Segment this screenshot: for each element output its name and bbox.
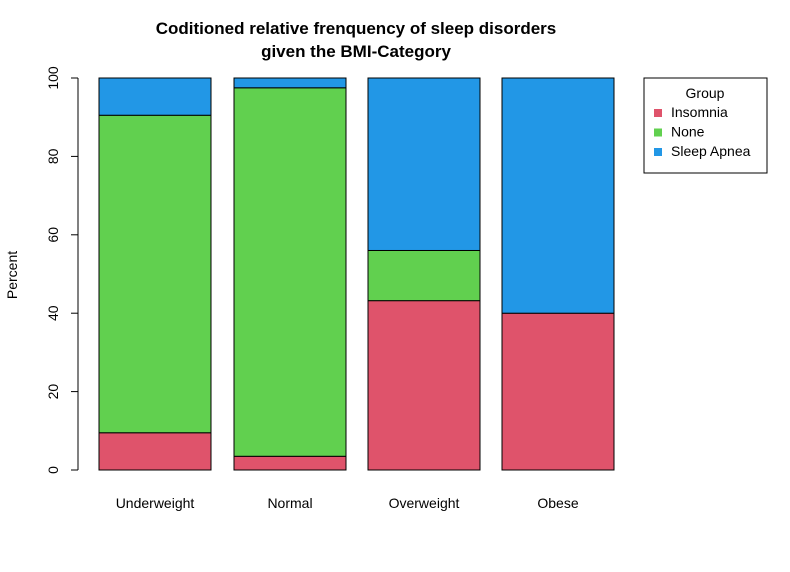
legend: Group Insomnia None Sleep Apnea [643,77,768,174]
bar-underweight-insomnia [98,432,212,471]
bar-obese-sleep-apnea [501,77,615,314]
chart-title-line-2: given the BMI-Category [261,42,451,61]
legend-items: Insomnia None Sleep Apnea [654,104,751,159]
bar-overweight-insomnia [367,300,481,471]
bar-underweight-sleep-apnea [98,77,212,116]
legend-title: Group [686,85,725,101]
bar-normal-sleep-apnea [233,77,347,89]
bar-normal-insomnia [233,455,347,471]
x-category-label: Normal [267,495,312,511]
bar-underweight-none [98,114,212,434]
legend-swatch [654,128,662,137]
y-axis: 0 20 40 60 80 100 [45,66,79,474]
bars-group [98,77,615,471]
legend-box [643,77,768,174]
x-category-label: Overweight [389,495,460,511]
legend-swatch [654,148,662,156]
y-tick-label: 80 [45,148,61,164]
bar-normal-none [233,87,347,457]
legend-entry-label: Sleep Apnea [671,143,751,159]
bar-obese-insomnia [501,312,615,471]
legend-entry-label: None [671,124,705,140]
x-category-label: Obese [537,495,578,511]
bar-overweight-sleep-apnea [367,77,481,251]
y-tick-label: 20 [45,384,61,400]
y-tick-label: 60 [45,227,61,243]
x-category-label: Underweight [116,495,195,511]
y-tick-label: 40 [45,305,61,321]
category-labels: Underweight Normal Overweight Obese [116,495,579,511]
y-tick-label: 100 [45,66,61,90]
legend-swatch [654,109,662,117]
legend-entry-label: Insomnia [671,104,728,120]
y-axis-label: Percent [4,251,20,299]
y-tick-label: 0 [45,466,61,474]
bar-overweight-none [367,249,481,302]
chart-title-line-1: Coditioned relative frenquency of sleep … [156,19,557,38]
